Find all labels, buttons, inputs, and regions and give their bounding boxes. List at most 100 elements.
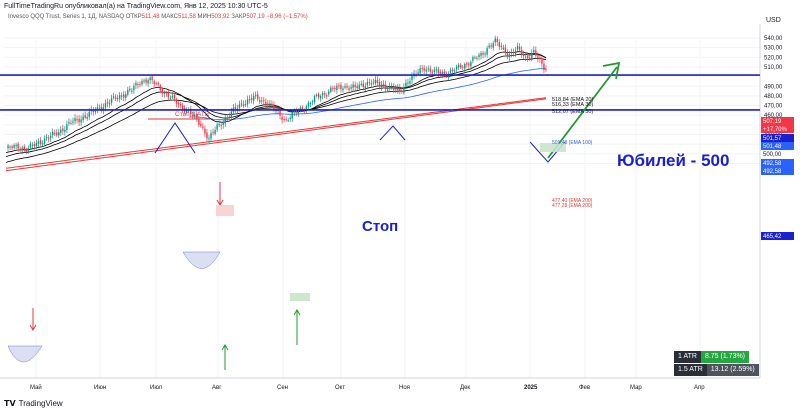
candle-body — [192, 115, 194, 117]
candle-body — [468, 63, 470, 66]
green-arrow-up-head — [221, 344, 229, 351]
candle-body — [202, 126, 204, 128]
candle-body — [72, 121, 74, 123]
atr-1-value: 8.75 (1.73%) — [700, 351, 750, 363]
candle-body — [204, 128, 206, 134]
candle-body — [127, 89, 129, 95]
candle-body — [222, 123, 224, 125]
x-tick-label: Июн — [94, 385, 106, 391]
candle-body — [411, 75, 413, 81]
candle-body — [200, 123, 202, 127]
candle-body — [78, 118, 80, 123]
y-tick-label: 540,00 — [764, 36, 783, 42]
candle-body — [506, 52, 509, 57]
ema-20-line — [5, 51, 547, 154]
jubilee-label: Юбилей - 500 — [617, 151, 729, 170]
atr-row-1: 1 ATR 8.75 (1.73%) — [674, 351, 750, 363]
candle-body — [374, 80, 377, 84]
low-value: 503,92 — [211, 14, 230, 20]
candle-body — [299, 107, 302, 111]
tradingview-brand[interactable]: 𝗧𝗩 TradingView — [4, 399, 63, 408]
candle-body — [535, 50, 537, 56]
candle-body — [460, 64, 462, 68]
candle-body — [332, 88, 334, 90]
ema100-tag-bg — [761, 142, 794, 150]
candle-body — [490, 45, 492, 47]
high-value: 511,58 — [177, 14, 196, 20]
x-tick-label: Сен — [277, 385, 288, 391]
currency-label: USD — [766, 17, 781, 24]
ema-200-label: 477,40 (EMA 200) — [552, 198, 593, 204]
candle-body — [234, 106, 237, 110]
candle-body — [500, 45, 503, 48]
candle-body — [419, 68, 421, 74]
candle-body — [39, 140, 42, 144]
candle-body — [157, 82, 159, 85]
candle-body — [498, 42, 500, 47]
candle-body — [366, 81, 369, 86]
candle-body — [423, 68, 425, 71]
candle-body — [273, 104, 275, 110]
candle-body — [324, 92, 326, 95]
candle-body — [496, 39, 498, 42]
candle-body — [305, 106, 308, 110]
candle-body — [319, 96, 322, 99]
candle-body — [354, 84, 356, 88]
candle-body — [441, 72, 444, 75]
candle-body — [9, 146, 11, 148]
candle-body — [340, 84, 342, 89]
x-tick-label: Май — [30, 384, 42, 391]
red-zone — [216, 205, 234, 216]
candle-body — [137, 84, 139, 86]
candle-body — [352, 84, 354, 88]
candle-body — [13, 145, 15, 148]
candle-body — [49, 135, 52, 138]
candle-body — [80, 119, 82, 123]
candle-body — [271, 103, 273, 106]
candle-body — [159, 85, 161, 91]
candle-body — [368, 82, 371, 84]
candle-body — [301, 107, 304, 110]
change-value: −8,96 (−1,57%) — [266, 14, 308, 20]
candle-body — [70, 123, 72, 125]
candle-body — [179, 104, 182, 106]
atr-2-label: 1.5 ATR — [674, 364, 707, 376]
candle-body — [169, 97, 172, 99]
round-500-tag-bg — [761, 150, 794, 158]
open-value: 511,48 — [141, 14, 160, 20]
candle-body — [388, 86, 391, 89]
candle-body — [56, 132, 58, 136]
candle-body — [269, 103, 271, 107]
candle-body — [153, 81, 155, 84]
ema-100-line — [188, 68, 546, 121]
candle-body — [401, 90, 403, 92]
candle-body — [364, 86, 367, 89]
candle-body — [311, 101, 314, 103]
level-upper-tag: 501,57 — [763, 136, 782, 142]
candle-body — [238, 104, 241, 108]
candle-body — [326, 95, 328, 97]
projection-arrow-head — [602, 61, 621, 80]
candle-body — [17, 143, 19, 149]
candle-body — [431, 72, 433, 74]
candle-body — [484, 53, 486, 55]
candle-body — [149, 77, 151, 81]
candle-body — [453, 70, 456, 72]
candle-body — [338, 85, 340, 87]
candle-body — [439, 72, 442, 74]
y-tick-label: 490,00 — [764, 84, 783, 90]
candle-body — [391, 86, 393, 88]
candle-body — [510, 51, 513, 54]
candle-body — [492, 43, 494, 48]
candle-body — [259, 100, 261, 103]
candle-body — [455, 66, 458, 70]
candle-body — [212, 132, 214, 134]
close-value: 507,19 — [246, 14, 265, 20]
candle-body — [358, 84, 360, 90]
candle-body — [376, 80, 379, 83]
candle-body — [334, 87, 336, 90]
candle-body — [51, 131, 54, 136]
candle-body — [135, 83, 137, 86]
candle-body — [474, 57, 476, 59]
